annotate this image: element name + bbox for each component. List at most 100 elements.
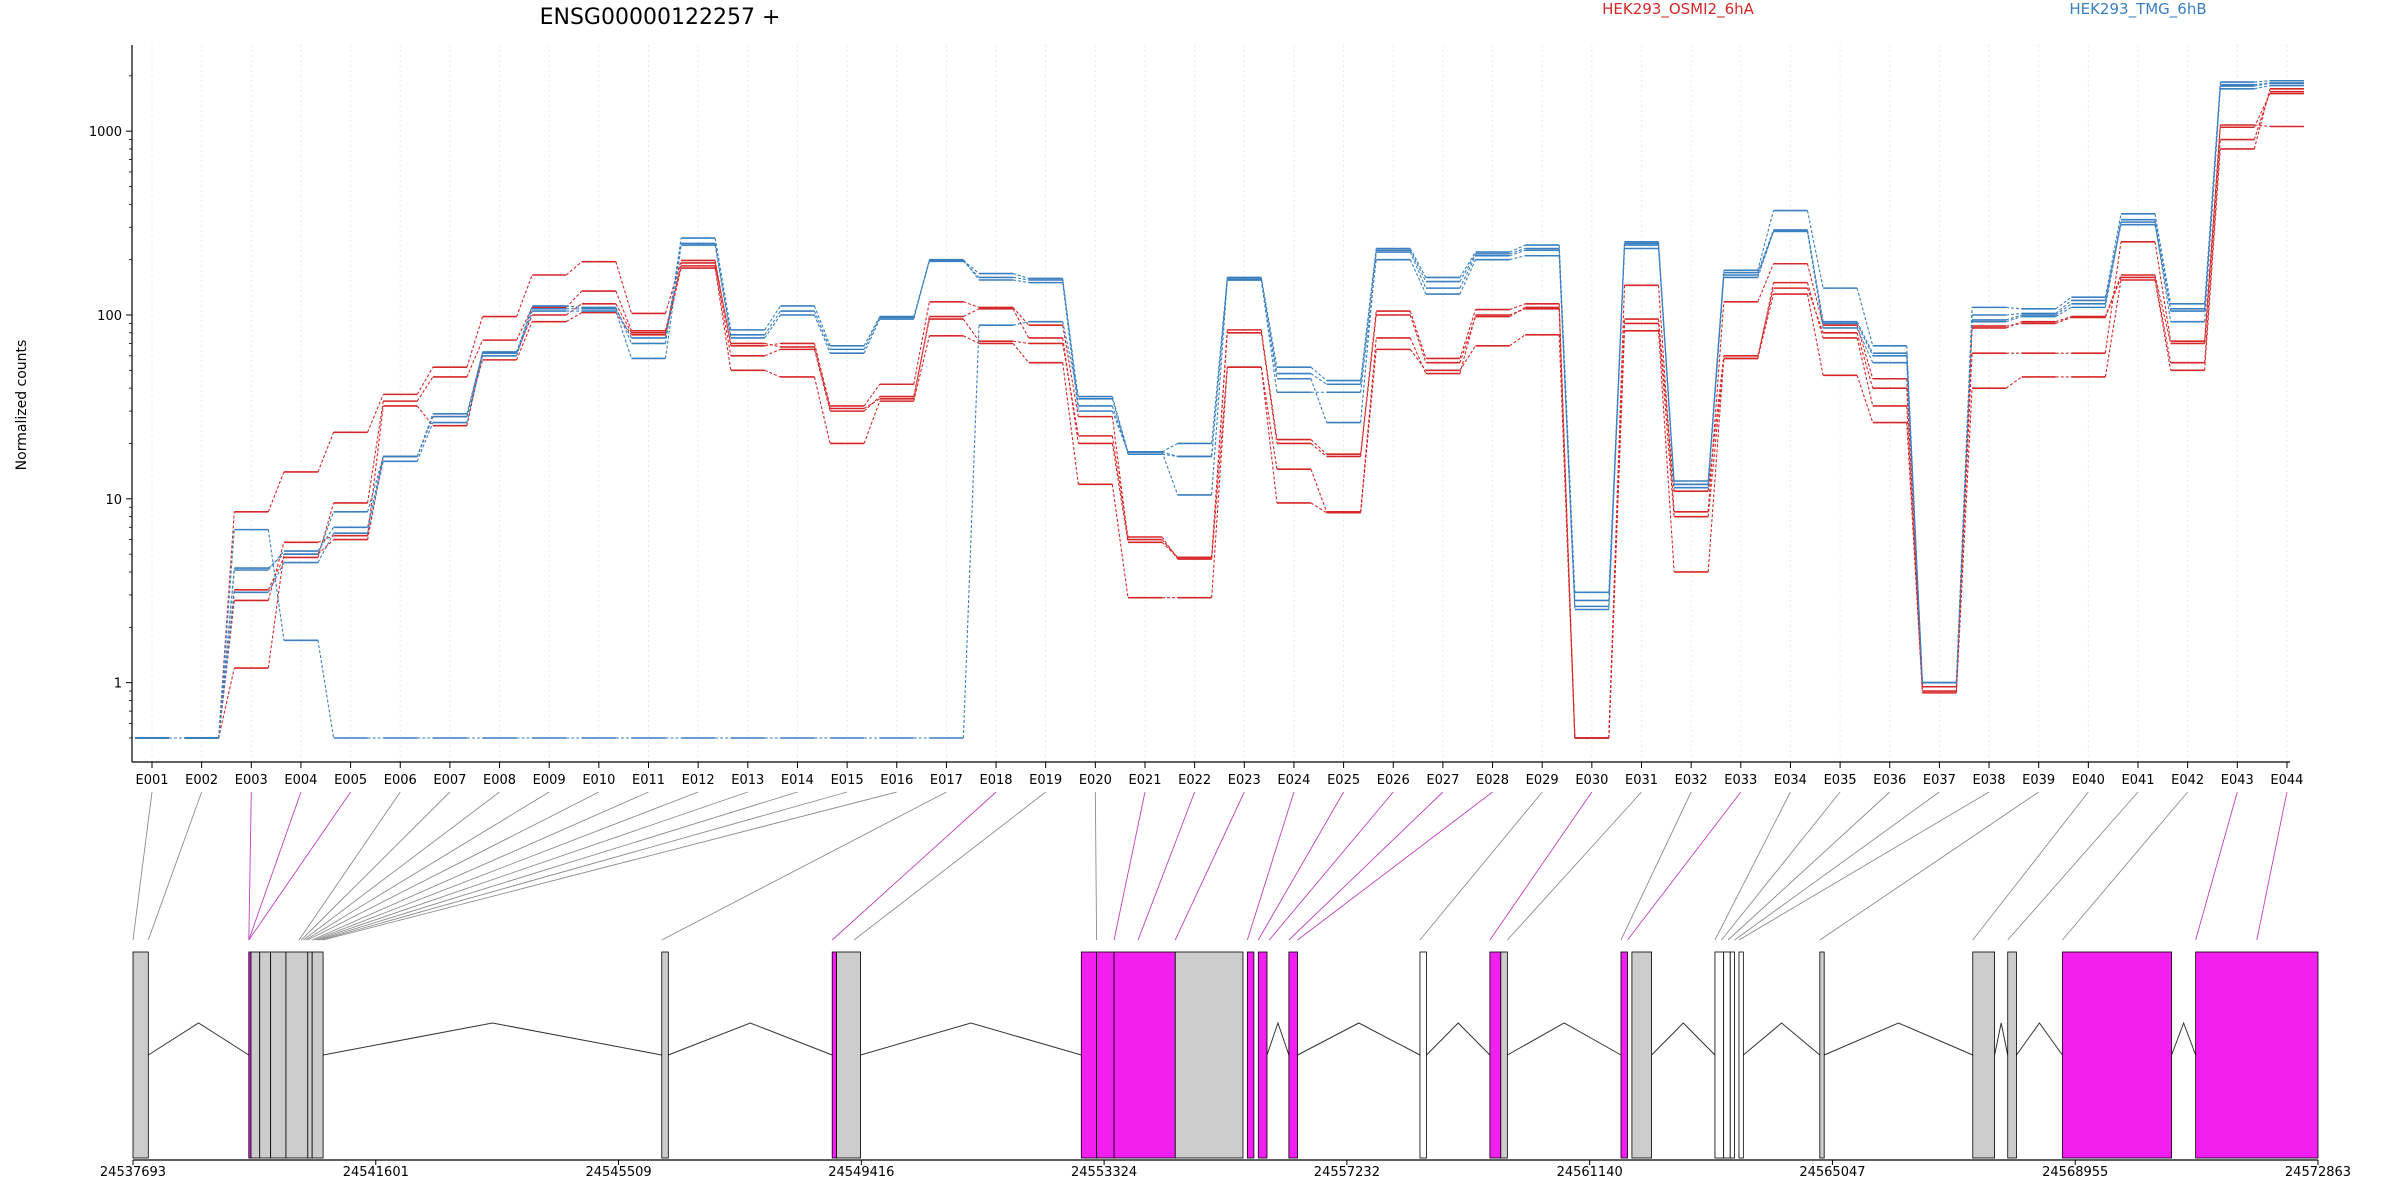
series-step-E004 xyxy=(317,640,335,739)
series-step-E003 xyxy=(267,550,285,571)
exon-block xyxy=(259,951,272,1159)
exon-block xyxy=(250,951,261,1159)
connector-E031 xyxy=(1507,791,1642,941)
exon-block xyxy=(1631,951,1652,1159)
series-step-E028 xyxy=(1509,255,1526,261)
series-step-E013 xyxy=(764,305,781,331)
connector-E008 xyxy=(303,791,500,941)
connector-E044 xyxy=(2256,791,2288,941)
x-tick-label-E036: E036 xyxy=(1873,773,1906,788)
series-step-E007 xyxy=(466,355,484,423)
series-step-E018 xyxy=(1012,343,1030,364)
series-step-E025 xyxy=(1360,250,1377,385)
series-step-E007 xyxy=(466,339,484,378)
series-step-E022 xyxy=(1211,277,1228,444)
series-step-E002 xyxy=(218,592,235,739)
x-axis-exons: E001 E002 E003 E004 E005 E006 E007 E008 E009 E010… xyxy=(132,761,2303,788)
series-step-E017 xyxy=(963,260,980,278)
x-tick-label-E010: E010 xyxy=(582,773,615,788)
exon-block xyxy=(307,951,313,1159)
series-step-E022 xyxy=(1211,332,1228,558)
series-step-E005 xyxy=(367,394,384,433)
series-step-E009 xyxy=(565,312,583,323)
series-HEK293_TMG_6hB-8 xyxy=(135,82,2304,739)
x-tick-label-E002: E002 xyxy=(185,773,218,788)
series-step-E038 xyxy=(2005,321,2022,329)
exon-block xyxy=(2007,951,2017,1159)
x-tick-label-E038: E038 xyxy=(1973,773,2006,788)
series-step-E023 xyxy=(1260,277,1278,368)
series-step-E020 xyxy=(1111,396,1129,453)
series-step-E037 xyxy=(1955,388,1973,693)
exon-connectors xyxy=(132,791,2288,941)
series-step-E014 xyxy=(813,343,831,407)
series-step-E042 xyxy=(2204,84,2221,309)
connector-E040 xyxy=(1972,791,2089,941)
connector-E020 xyxy=(1094,791,1098,941)
x-tick-label-E043: E043 xyxy=(2221,773,2254,788)
genome-tick-label: 24565047 xyxy=(1799,1165,1865,1180)
series-step-E024 xyxy=(1310,468,1328,512)
series-step-E035 xyxy=(1856,321,1874,354)
series-step-E026 xyxy=(1409,251,1427,289)
connector-E005 xyxy=(248,791,351,941)
x-tick-label-E044: E044 xyxy=(2270,773,2303,788)
series-step-E026 xyxy=(1409,310,1427,359)
intron-line xyxy=(1823,1022,1973,1056)
genome-tick-label: 24549416 xyxy=(828,1165,894,1180)
series-step-E034 xyxy=(1806,229,1824,322)
series-step-E018 xyxy=(1012,273,1029,279)
series-step-E032 xyxy=(1707,358,1725,573)
x-tick-label-E007: E007 xyxy=(433,773,466,788)
series-step-E031 xyxy=(1657,319,1675,492)
connector-E007 xyxy=(300,791,451,941)
series-lines xyxy=(135,79,2304,739)
connector-E025 xyxy=(1257,791,1344,941)
series-step-E041 xyxy=(2154,277,2172,363)
connector-E035 xyxy=(1721,791,1841,941)
x-tick-label-E003: E003 xyxy=(235,773,268,788)
genome-tick-label: 24537693 xyxy=(100,1165,166,1180)
series-step-E011 xyxy=(664,245,682,359)
series-step-E043 xyxy=(2254,82,2271,86)
series-step-E004 xyxy=(317,532,335,563)
series-step-E034 xyxy=(1806,293,1824,376)
series-step-E019 xyxy=(1062,325,1079,417)
series-step-E023 xyxy=(1260,367,1278,503)
series-step-E043 xyxy=(2254,124,2271,128)
series-HEK293_TMG_6hB-7 xyxy=(135,84,2304,739)
x-tick-label-E025: E025 xyxy=(1327,773,1360,788)
series-step-E026 xyxy=(1409,259,1427,295)
series-step-E043 xyxy=(2254,85,2271,90)
series-step-E035 xyxy=(1856,323,1874,357)
series-step-E010 xyxy=(615,310,633,359)
series-step-E040 xyxy=(2104,274,2122,317)
series-step-E039 xyxy=(2055,300,2072,314)
x-tick-label-E024: E024 xyxy=(1277,773,1310,788)
series-step-E021 xyxy=(1161,451,1178,457)
exon-block xyxy=(285,951,309,1159)
series-step-E020 xyxy=(1111,435,1129,538)
series-step-E014 xyxy=(813,376,831,444)
series-step-E017 xyxy=(962,318,980,342)
series-step-E043 xyxy=(2254,80,2270,83)
series-step-E033 xyxy=(1757,288,1774,356)
series-step-E002 xyxy=(218,600,235,739)
series-step-E028 xyxy=(1509,306,1526,318)
series-step-E007 xyxy=(466,316,484,368)
series-step-E003 xyxy=(267,557,285,591)
genome-tick-label: 24572863 xyxy=(2285,1165,2351,1180)
x-tick-label-E004: E004 xyxy=(284,773,317,788)
legend-entry-tmg: HEK293_TMG_6hB xyxy=(2069,0,2206,19)
series-step-E038 xyxy=(2005,322,2022,327)
series-step-E005 xyxy=(367,456,384,512)
x-tick-label-E029: E029 xyxy=(1526,773,1559,788)
connector-E012 xyxy=(314,791,699,941)
series-step-E014 xyxy=(813,314,831,354)
series-step-E016 xyxy=(913,316,930,399)
series-step-E021 xyxy=(1161,539,1179,558)
series-HEK293_OSMI2_6hA-4 xyxy=(135,92,2304,739)
series-step-E019 xyxy=(1062,362,1079,485)
series-step-E023 xyxy=(1260,279,1278,393)
series-step-E010 xyxy=(615,261,633,314)
